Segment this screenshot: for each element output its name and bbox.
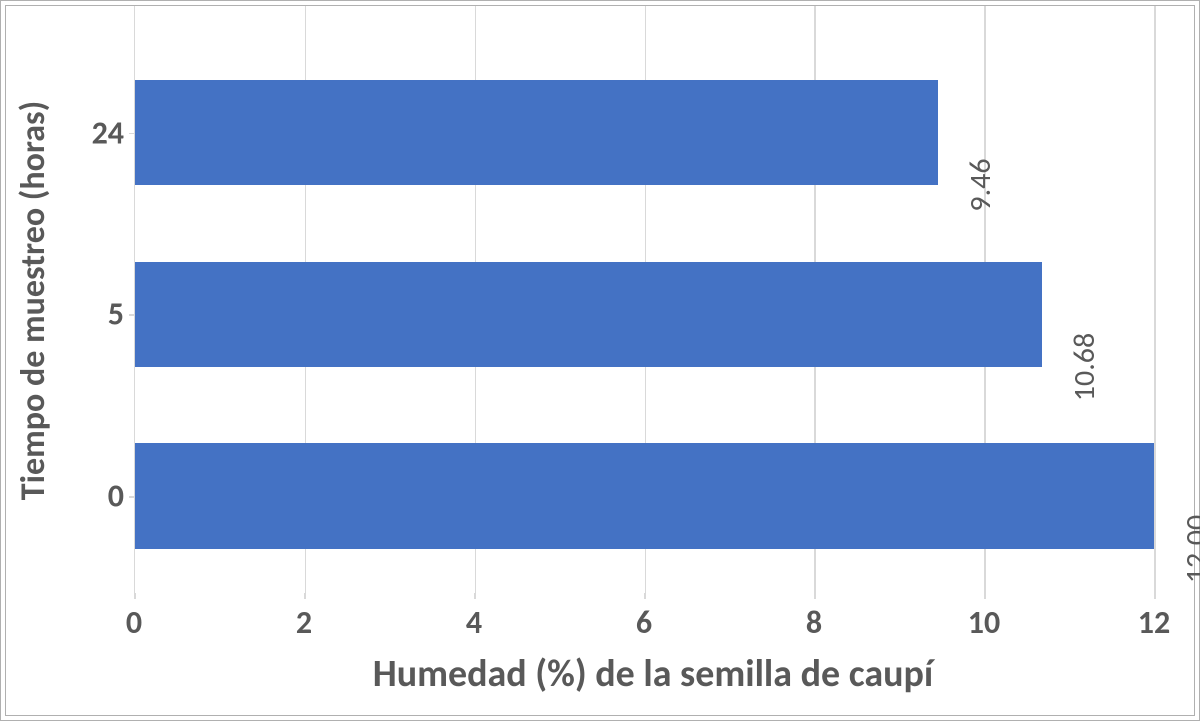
- x-tick-mark: [474, 593, 476, 599]
- x-tick-label: 6: [636, 603, 652, 642]
- x-tick-label: 0: [126, 603, 142, 642]
- chart-inner: Tiempo de muestreo (horas) 2450 9.4610.6…: [5, 5, 1195, 716]
- bar: [135, 80, 938, 185]
- y-tick-label: 24: [92, 113, 124, 152]
- x-axis-label: Humedad (%) de la semilla de caupí: [373, 651, 934, 697]
- x-tick-row: 0 2 4 6 8 10 12: [62, 599, 1194, 651]
- bar-value-label: 10.68: [1066, 333, 1103, 401]
- bar-value-label: 9.46: [962, 159, 999, 212]
- bar: [135, 443, 1154, 548]
- x-tick-mark: [814, 593, 816, 599]
- x-tick-label: 8: [806, 603, 822, 642]
- x-tick-mark: [134, 593, 136, 599]
- plot-area: 9.4610.6812.00: [134, 6, 1154, 599]
- x-tick-label: 12: [1138, 603, 1170, 642]
- x-tick-label: 4: [466, 603, 482, 642]
- y-tick-label: 5: [108, 295, 124, 334]
- bar: [135, 262, 1042, 367]
- x-axis-label-row: Humedad (%) de la semilla de caupí: [62, 651, 1194, 715]
- y-axis-label-wrap: Tiempo de muestreo (horas): [6, 6, 62, 715]
- plot-row: 2450 9.4610.6812.00: [62, 6, 1194, 599]
- x-tick-mark: [984, 593, 986, 599]
- gridline: [1154, 6, 1156, 599]
- chart-body: 2450 9.4610.6812.00 024681012 Humedad (%…: [62, 6, 1194, 715]
- x-ticks: 024681012: [134, 599, 1154, 651]
- x-tick-label: 2: [296, 603, 312, 642]
- chart-container: Tiempo de muestreo (horas) 2450 9.4610.6…: [0, 0, 1200, 721]
- x-tick-mark: [1154, 593, 1156, 599]
- x-tick-mark: [644, 593, 646, 599]
- y-ticks: 24 5 0: [62, 6, 134, 599]
- x-tick-mark: [304, 593, 306, 599]
- y-axis-label: Tiempo de muestreo (horas): [14, 101, 55, 500]
- x-tick-label: 10: [968, 603, 1000, 642]
- bar-value-label: 12.00: [1178, 515, 1200, 583]
- y-tick-label: 0: [108, 477, 124, 516]
